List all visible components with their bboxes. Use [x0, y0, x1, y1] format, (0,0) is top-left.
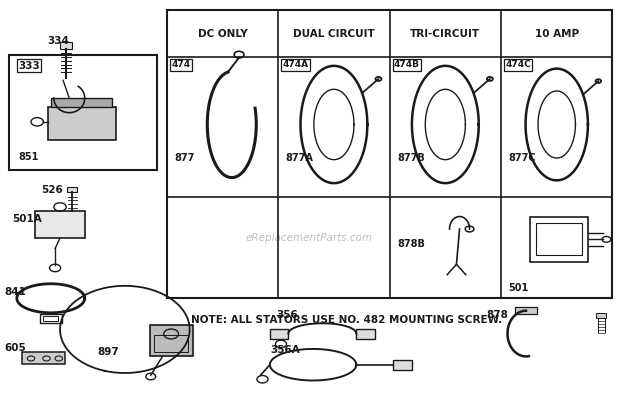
Text: 474: 474	[171, 61, 190, 69]
Bar	[530, 217, 588, 262]
Bar	[48, 107, 115, 140]
Text: 841: 841	[4, 287, 26, 297]
Text: 10 AMP: 10 AMP	[534, 28, 579, 38]
Bar	[43, 316, 58, 321]
Bar	[60, 42, 73, 49]
Text: 605: 605	[4, 343, 26, 353]
Text: TRI-CIRCUIT: TRI-CIRCUIT	[410, 28, 480, 38]
Text: 356A: 356A	[270, 345, 299, 355]
Text: DUAL CIRCUIT: DUAL CIRCUIT	[293, 28, 375, 38]
Text: 878: 878	[486, 310, 508, 320]
Bar	[22, 352, 65, 364]
Bar	[596, 313, 606, 318]
Text: NOTE: ALL STATORS USE NO. 482 MOUNTING SCREW.: NOTE: ALL STATORS USE NO. 482 MOUNTING S…	[192, 315, 503, 325]
Text: 897: 897	[97, 347, 119, 357]
Text: 501A: 501A	[12, 214, 42, 224]
Text: 877A: 877A	[286, 153, 314, 163]
Text: 501: 501	[508, 283, 529, 293]
Text: DC ONLY: DC ONLY	[198, 28, 247, 38]
Text: 356: 356	[276, 310, 298, 320]
Bar	[9, 55, 157, 170]
Bar	[35, 211, 85, 238]
Text: 474C: 474C	[505, 61, 531, 69]
Text: 526: 526	[42, 185, 63, 195]
Bar	[68, 187, 78, 192]
Text: 851: 851	[18, 152, 38, 162]
Bar	[149, 325, 193, 357]
Bar	[154, 335, 188, 352]
Text: 333: 333	[18, 61, 40, 71]
Text: 474A: 474A	[283, 61, 309, 69]
Bar	[356, 329, 375, 339]
Bar	[270, 329, 288, 339]
Text: eReplacementParts.com: eReplacementParts.com	[246, 232, 373, 242]
Text: 877: 877	[174, 153, 195, 163]
Text: 334: 334	[48, 36, 69, 46]
Text: 877C: 877C	[508, 153, 536, 163]
Bar	[51, 98, 112, 107]
Bar	[515, 307, 537, 314]
Bar	[536, 224, 582, 255]
Bar	[40, 314, 62, 323]
Text: 474B: 474B	[394, 61, 420, 69]
Text: 878B: 878B	[397, 239, 425, 249]
Text: 877B: 877B	[397, 153, 425, 163]
Bar	[167, 10, 613, 298]
Bar	[393, 360, 412, 370]
